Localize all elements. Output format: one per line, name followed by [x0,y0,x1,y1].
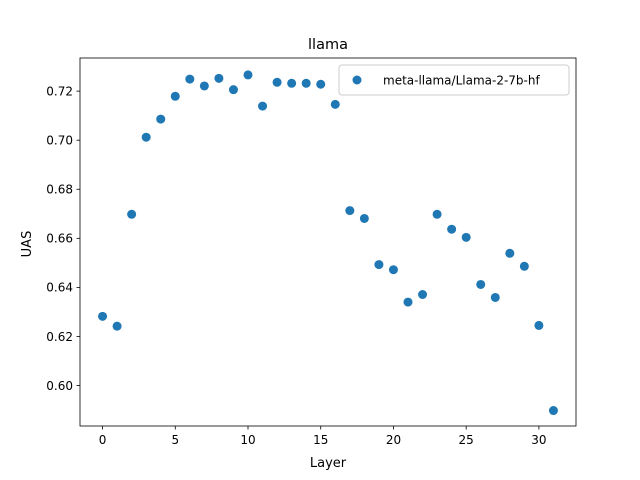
x-tick-label: 0 [99,433,107,447]
x-tick-label: 30 [531,433,546,447]
data-point [388,265,398,275]
x-tick-label: 25 [459,433,474,447]
data-point [214,73,224,83]
data-point [548,406,558,416]
x-axis-label: Layer [310,456,347,471]
data-point [199,81,209,91]
data-point [228,85,238,95]
chart-title: llama [308,37,348,53]
data-point [432,209,442,219]
plot-area [79,57,577,427]
data-point [170,91,180,101]
data-points [98,70,558,416]
x-tick-label: 10 [240,433,255,447]
data-point [519,261,529,271]
data-point [98,311,108,321]
data-point [287,78,297,88]
data-point [345,206,355,216]
y-tick-label: 0.68 [46,183,73,197]
y-tick-label: 0.70 [46,133,73,147]
x-tick-label: 15 [313,433,328,447]
y-tick-label: 0.66 [46,232,73,246]
data-point [490,292,500,302]
data-point [534,320,544,330]
data-point [112,321,122,331]
data-point [316,79,326,89]
data-point [127,209,137,219]
legend: meta-llama/Llama-2-7b-hf [338,64,570,96]
legend-box [338,64,570,96]
data-point [476,279,486,289]
data-point [505,248,515,258]
data-point [447,224,457,234]
y-axis-label: UAS [20,231,35,258]
x-tick-label: 5 [171,433,179,447]
y-axis-ticks: 0.60 0.62 0.64 0.66 0.68 0.70 0.72 [46,84,80,393]
y-tick-label: 0.62 [46,330,73,344]
legend-label: meta-llama/Llama-2-7b-hf [383,74,540,88]
y-tick-label: 0.72 [46,84,73,98]
data-point [330,99,340,109]
data-point [461,232,471,242]
y-tick-label: 0.60 [46,379,73,393]
x-tick-label: 20 [386,433,401,447]
data-point [418,290,428,299]
y-tick-label: 0.64 [46,281,73,295]
data-point [258,101,268,111]
data-point [272,77,282,87]
data-point [141,132,151,142]
data-point [301,78,311,88]
data-point [185,74,195,84]
data-point [243,70,253,80]
data-point [156,114,166,124]
legend-marker [352,75,362,85]
x-axis-ticks: 0 5 10 15 20 25 30 [99,426,547,447]
data-point [359,213,369,223]
data-point [374,260,384,270]
data-point [403,297,413,307]
